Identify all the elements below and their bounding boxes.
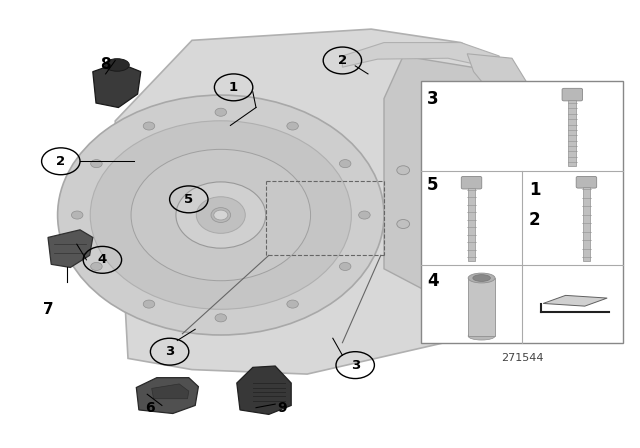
Ellipse shape xyxy=(468,332,495,340)
Ellipse shape xyxy=(358,211,370,219)
Text: 7: 7 xyxy=(43,302,53,317)
Ellipse shape xyxy=(397,220,410,228)
Ellipse shape xyxy=(499,193,512,202)
Ellipse shape xyxy=(493,148,506,157)
Ellipse shape xyxy=(176,182,266,248)
Ellipse shape xyxy=(91,263,102,271)
Text: 5: 5 xyxy=(427,176,438,194)
Text: 3: 3 xyxy=(165,345,174,358)
Ellipse shape xyxy=(211,207,230,223)
Ellipse shape xyxy=(397,166,410,175)
Bar xyxy=(468,188,476,261)
Text: 3: 3 xyxy=(427,90,438,108)
Text: 3: 3 xyxy=(351,358,360,372)
Ellipse shape xyxy=(339,159,351,168)
Ellipse shape xyxy=(214,210,228,220)
Ellipse shape xyxy=(131,149,310,281)
Ellipse shape xyxy=(72,211,83,219)
Polygon shape xyxy=(48,230,93,267)
Text: 4: 4 xyxy=(427,272,438,290)
Polygon shape xyxy=(136,378,198,414)
Polygon shape xyxy=(384,56,531,296)
Text: 1: 1 xyxy=(229,81,238,94)
Bar xyxy=(421,81,623,343)
Text: 4: 4 xyxy=(98,253,107,267)
FancyBboxPatch shape xyxy=(461,177,482,189)
Ellipse shape xyxy=(422,130,435,139)
Polygon shape xyxy=(152,384,189,399)
Bar xyxy=(568,99,576,166)
FancyBboxPatch shape xyxy=(576,177,596,188)
Ellipse shape xyxy=(215,108,227,116)
Text: 271544: 271544 xyxy=(500,353,543,362)
Polygon shape xyxy=(93,63,141,108)
Text: 8: 8 xyxy=(100,57,111,73)
Text: 1: 1 xyxy=(529,181,540,199)
Polygon shape xyxy=(115,29,531,374)
Ellipse shape xyxy=(143,122,155,130)
Ellipse shape xyxy=(429,255,442,264)
Ellipse shape xyxy=(473,275,490,281)
Ellipse shape xyxy=(90,121,351,309)
Polygon shape xyxy=(543,295,607,306)
Ellipse shape xyxy=(339,263,351,271)
Text: 6: 6 xyxy=(145,401,156,415)
Bar xyxy=(582,187,590,261)
Ellipse shape xyxy=(467,112,480,121)
Text: 2: 2 xyxy=(56,155,65,168)
Ellipse shape xyxy=(196,197,245,233)
Polygon shape xyxy=(467,54,531,121)
FancyBboxPatch shape xyxy=(562,88,582,101)
Ellipse shape xyxy=(287,300,298,308)
Ellipse shape xyxy=(91,159,102,168)
Ellipse shape xyxy=(58,95,384,335)
Text: 2: 2 xyxy=(529,211,541,229)
Ellipse shape xyxy=(143,300,155,308)
Bar xyxy=(468,278,495,336)
Ellipse shape xyxy=(105,59,129,71)
Text: 5: 5 xyxy=(184,193,193,206)
Ellipse shape xyxy=(468,273,495,283)
Text: 2: 2 xyxy=(338,54,347,67)
Ellipse shape xyxy=(480,233,493,242)
Ellipse shape xyxy=(215,314,227,322)
Polygon shape xyxy=(237,366,291,414)
Polygon shape xyxy=(342,43,499,69)
Ellipse shape xyxy=(287,122,298,130)
Text: 9: 9 xyxy=(276,401,287,415)
Ellipse shape xyxy=(426,94,438,103)
